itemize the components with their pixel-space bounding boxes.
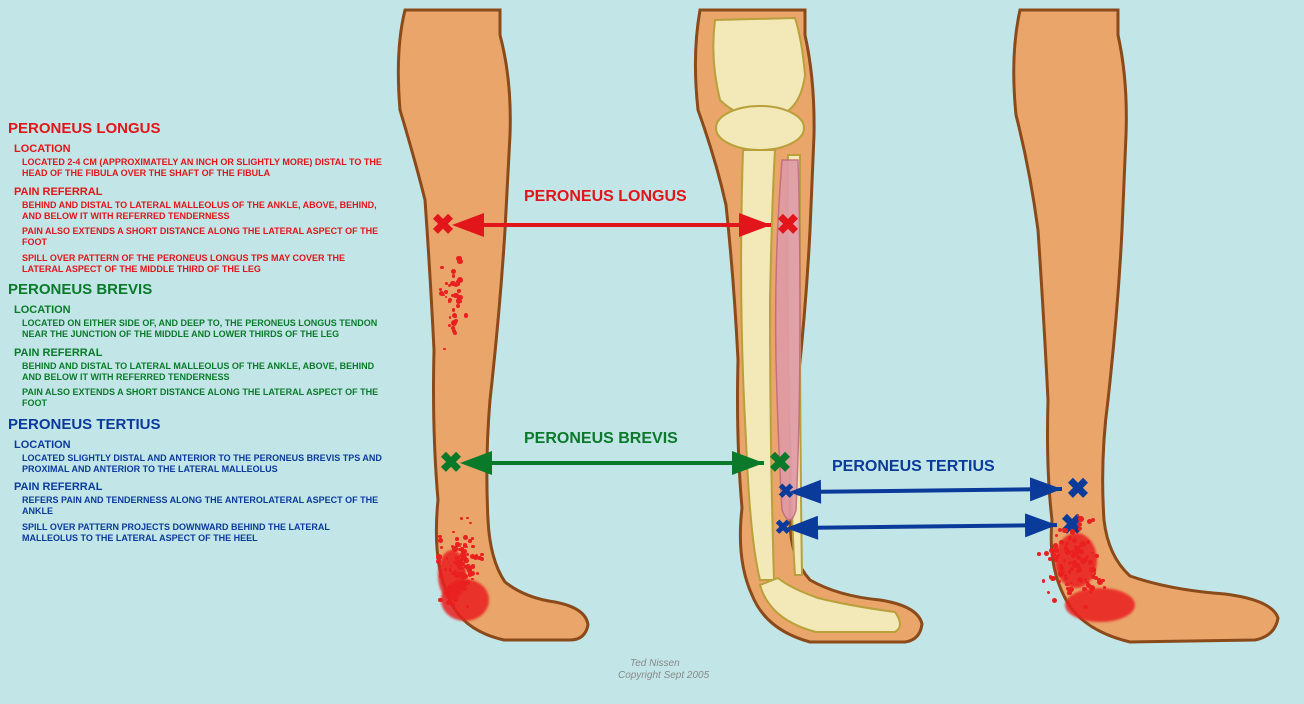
leg-left: [398, 10, 588, 640]
x-brevis-left: ✖: [439, 449, 462, 477]
x-tertius-mid2: ✖: [775, 518, 792, 538]
label-brevis: PERONEUS BREVIS: [524, 430, 678, 448]
credit-copy: Copyright Sept 2005: [618, 670, 709, 681]
x-tertius-right1: ✖: [1066, 475, 1089, 503]
x-longus-mid: ✖: [776, 211, 799, 239]
arrow-tertius-2: [794, 525, 1057, 528]
label-tertius: PERONEUS TERTIUS: [832, 458, 995, 476]
x-tertius-mid1: ✖: [778, 482, 795, 502]
arrow-tertius-1: [797, 489, 1062, 492]
leg-middle: [695, 10, 922, 642]
x-longus-left: ✖: [431, 211, 454, 239]
label-longus: PERONEUS LONGUS: [524, 188, 687, 206]
x-brevis-mid: ✖: [768, 449, 791, 477]
credit-name: Ted Nissen: [630, 658, 680, 669]
